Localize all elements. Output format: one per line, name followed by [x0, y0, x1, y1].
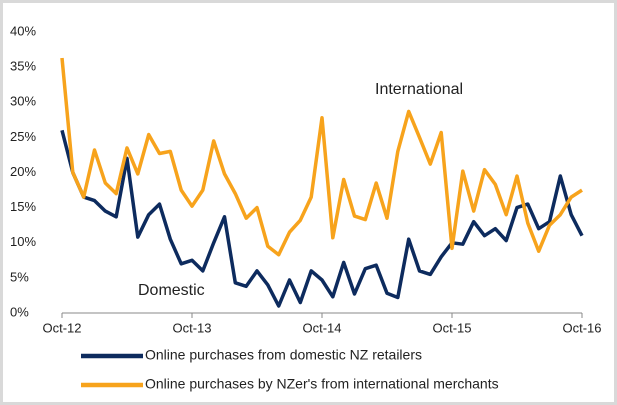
annotation: International: [375, 81, 463, 98]
x-tick-label: Oct-15: [432, 320, 471, 335]
y-tick-label: 5%: [10, 269, 29, 284]
y-tick-label: 20%: [10, 164, 36, 179]
x-tick-label: Oct-14: [302, 320, 341, 335]
legend-label: Online purchases from domestic NZ retail…: [145, 347, 422, 363]
annotation: Domestic: [138, 282, 205, 299]
x-tick-label: Oct-13: [172, 320, 211, 335]
y-tick-label: 15%: [10, 199, 36, 214]
x-tick-label: Oct-12: [42, 320, 81, 335]
y-tick-label: 35%: [10, 59, 36, 74]
y-tick-label: 10%: [10, 234, 36, 249]
chart: 0% 5% 10% 15% 20% 25% 30% 35% 40% Oct-12 Oct-13 Oct…: [10, 23, 602, 392]
x-tick-label: Oct-16: [562, 320, 601, 335]
line-series: [60, 129, 584, 308]
y-tick-label: 40%: [10, 23, 36, 38]
legend-label: Online purchases by NZer's from internat…: [145, 376, 499, 392]
y-tick-label: 25%: [10, 129, 36, 144]
line-series: [60, 57, 583, 257]
y-tick-label: 0%: [10, 304, 29, 319]
y-tick-label: 30%: [10, 94, 36, 109]
